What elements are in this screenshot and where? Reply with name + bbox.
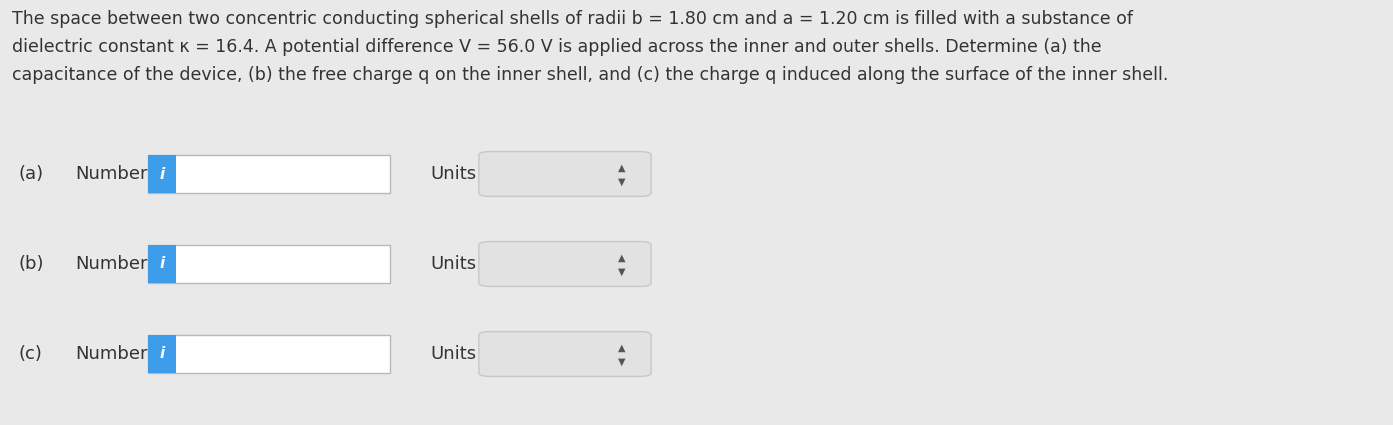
Bar xyxy=(148,245,390,283)
Text: Number: Number xyxy=(75,345,148,363)
Text: i: i xyxy=(159,346,164,362)
Text: The space between two concentric conducting spherical shells of radii b = 1.80 c: The space between two concentric conduct… xyxy=(13,10,1133,28)
Text: Units: Units xyxy=(430,255,476,273)
Text: i: i xyxy=(159,167,164,181)
Text: ▲: ▲ xyxy=(618,343,625,353)
Bar xyxy=(148,155,176,193)
Text: (b): (b) xyxy=(18,255,43,273)
FancyBboxPatch shape xyxy=(479,332,651,377)
Bar xyxy=(148,245,176,283)
Text: Number: Number xyxy=(75,165,148,183)
Text: (a): (a) xyxy=(18,165,43,183)
Text: (c): (c) xyxy=(18,345,42,363)
Text: dielectric constant κ = 16.4. A potential difference V = 56.0 V is applied acros: dielectric constant κ = 16.4. A potentia… xyxy=(13,38,1102,56)
Bar xyxy=(148,335,176,373)
Text: ▼: ▼ xyxy=(618,266,625,277)
Text: ▼: ▼ xyxy=(618,177,625,187)
FancyBboxPatch shape xyxy=(479,152,651,196)
Text: i: i xyxy=(159,257,164,272)
Text: Number: Number xyxy=(75,255,148,273)
Text: capacitance of the device, (b) the free charge q on the inner shell, and (c) the: capacitance of the device, (b) the free … xyxy=(13,66,1169,84)
Text: Units: Units xyxy=(430,165,476,183)
Text: ▼: ▼ xyxy=(618,357,625,367)
FancyBboxPatch shape xyxy=(479,241,651,286)
Bar xyxy=(148,155,390,193)
Text: Units: Units xyxy=(430,345,476,363)
Bar xyxy=(148,335,390,373)
Text: ▲: ▲ xyxy=(618,162,625,173)
Text: ▲: ▲ xyxy=(618,252,625,263)
